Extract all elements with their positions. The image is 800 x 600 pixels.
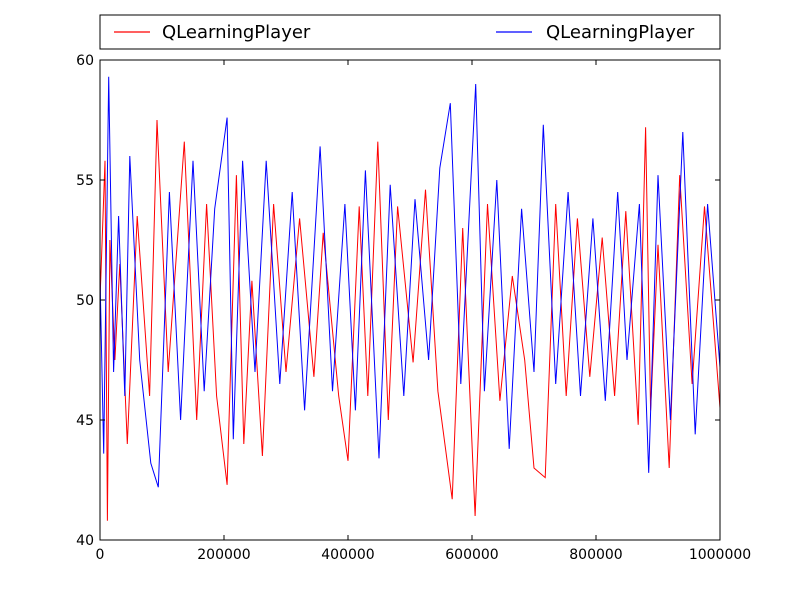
legend-label-series-1: QLearningPlayer [162,22,311,43]
y-tick-label: 40 [76,533,94,549]
series-layer [99,76,721,521]
series-line-2 [99,76,721,488]
legend: QLearningPlayer QLearningPlayer [99,14,721,50]
x-tick-label: 600000 [445,547,498,563]
x-tick-label: 1000000 [689,547,751,563]
legend-box [99,14,721,50]
plot-frame [99,59,721,541]
x-tick-label: 200000 [197,547,250,563]
y-tick-label: 45 [76,413,94,429]
x-tick-label: 400000 [321,547,374,563]
y-tick-label: 50 [76,293,94,309]
ticks-layer: 0 200000 400000 600000 800000 1000000 40 45 50 55… [76,53,751,563]
x-tick-label: 0 [96,547,105,563]
y-tick-label: 60 [76,53,94,69]
series-line-1 [99,119,721,521]
legend-label-series-2: QLearningPlayer [546,22,695,43]
x-tick-label: 800000 [569,547,622,563]
y-tick-label: 55 [76,173,94,189]
